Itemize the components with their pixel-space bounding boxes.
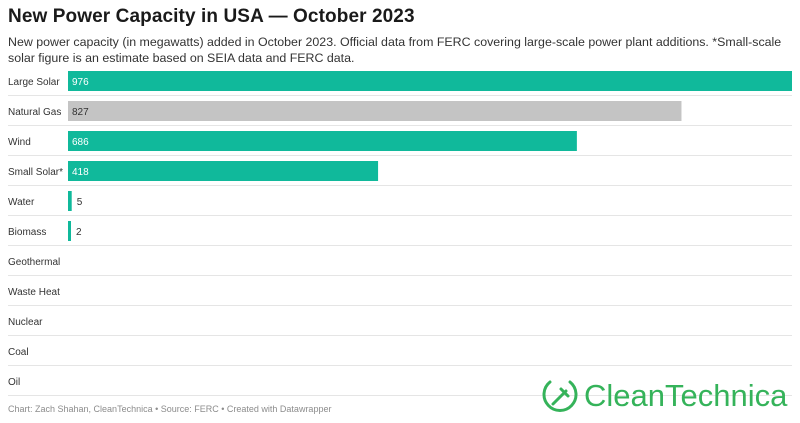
value-label: 418 [72, 167, 89, 178]
value-label: 2 [76, 227, 82, 238]
category-label: Oil [8, 377, 20, 388]
bar [68, 221, 71, 241]
category-label: Biomass [8, 227, 46, 238]
chart-subtitle: New power capacity (in megawatts) added … [8, 35, 782, 65]
cleantechnica-logo: CleanTechnica [542, 378, 788, 413]
bar [68, 161, 379, 181]
category-label: Nuclear [8, 317, 43, 328]
value-label: 686 [72, 137, 89, 148]
logo-text-technica: Technica [665, 378, 788, 413]
bar [68, 131, 577, 151]
logo-text-clean: Clean [584, 378, 665, 413]
plug-leaf-icon [542, 380, 578, 412]
bar-chart: Large Solar 976 Natural Gas 827 Wind 686 Small… [8, 71, 792, 396]
category-label: Natural Gas [8, 107, 61, 118]
category-label: Coal [8, 347, 29, 358]
category-label: Water [8, 197, 35, 208]
chart-credits: Chart: Zach Shahan, CleanTechnica • Sour… [8, 404, 332, 414]
bar [68, 101, 682, 121]
svg-text:CleanTechnica: CleanTechnica [584, 378, 788, 413]
value-label: 976 [72, 77, 89, 88]
bar [68, 191, 72, 211]
category-label: Small Solar* [8, 167, 63, 178]
chart-title: New Power Capacity in USA — October 2023 [8, 6, 415, 27]
bar [68, 71, 792, 91]
category-label: Large Solar [8, 77, 60, 88]
value-label: 5 [77, 197, 83, 208]
category-label: Wind [8, 137, 31, 148]
category-label: Geothermal [8, 257, 60, 268]
value-label: 827 [72, 107, 89, 118]
category-label: Waste Heat [8, 287, 60, 298]
